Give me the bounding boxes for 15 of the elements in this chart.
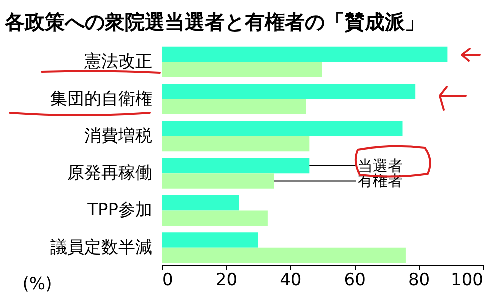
- series-label: 当選者: [358, 156, 403, 175]
- chart-title: 各政策への衆院選当選者と有権者の「賛成派」: [4, 10, 425, 34]
- x-axis-title: (%): [22, 274, 52, 294]
- y-tick-label: 憲法改正: [84, 52, 152, 72]
- x-tick-label: 60: [344, 270, 366, 290]
- y-tick-label: 議員定数半減: [50, 238, 152, 258]
- y-tick-label: 消費増税: [84, 126, 152, 146]
- x-tick-label: 100: [451, 270, 484, 290]
- y-tick-label: 原発再稼働: [68, 164, 152, 184]
- y-tick-label: 集団的自衛権: [50, 89, 152, 110]
- y-tick-label: TPP参加: [86, 200, 152, 221]
- x-tick-label: 20: [216, 270, 238, 290]
- x-tick-label: 80: [408, 270, 430, 290]
- x-tick-label: 0: [162, 270, 174, 290]
- x-tick-label: 40: [280, 270, 302, 290]
